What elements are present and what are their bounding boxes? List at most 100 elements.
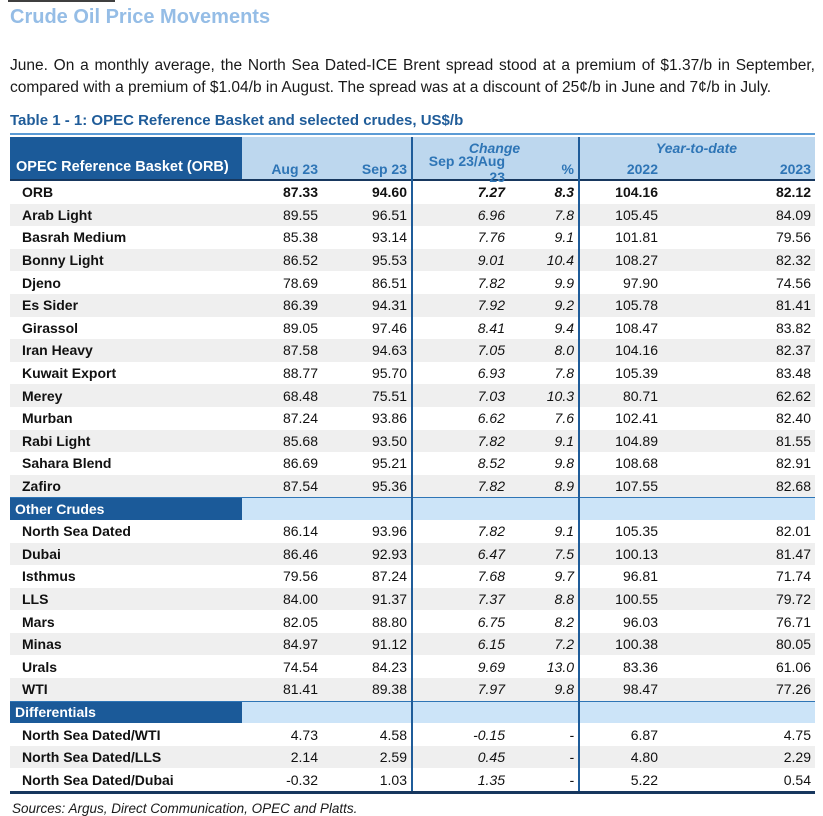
- cell-percent: 10.3: [546, 387, 574, 404]
- row-label: Sahara Blend: [22, 455, 112, 472]
- cell-aug23: 88.77: [282, 365, 318, 382]
- row-label: Rabi Light: [22, 432, 91, 449]
- cell-2022: 101.81: [615, 229, 658, 246]
- cell-aug23: 89.55: [282, 206, 318, 223]
- cell-percent: 9.1: [554, 229, 574, 246]
- cell-sep23: 93.50: [371, 432, 407, 449]
- row-label: LLS: [22, 590, 49, 607]
- cell-aug23: 86.52: [282, 252, 318, 269]
- table-row: Sahara Blend 86.69 95.21 8.52 9.8 108.68 82.91: [10, 452, 815, 475]
- cell-sep23: 94.31: [371, 297, 407, 314]
- cell-change: 7.97: [477, 681, 505, 698]
- cell-change: 8.52: [477, 455, 505, 472]
- cell-2023: 0.54: [783, 771, 811, 788]
- cell-percent: 8.9: [554, 478, 574, 495]
- cell-percent: 9.2: [554, 297, 574, 314]
- cell-aug23: 2.14: [290, 749, 318, 766]
- row-label: North Sea Dated/WTI: [22, 726, 161, 743]
- cell-aug23: 85.68: [282, 432, 318, 449]
- cell-2022: 108.47: [615, 319, 658, 336]
- table-row: Urals 74.54 84.23 9.69 13.0 83.36 61.06: [10, 655, 815, 678]
- cell-percent: -: [569, 771, 574, 788]
- row-label: Merey: [22, 387, 63, 404]
- cell-change: 7.82: [477, 478, 505, 495]
- row-label: Djeno: [22, 274, 61, 291]
- cell-percent: 7.8: [554, 365, 574, 382]
- table-row: Djeno 78.69 86.51 7.82 9.9 97.90 74.56: [10, 271, 815, 294]
- cell-change: 7.27: [477, 184, 505, 201]
- cell-2023: 76.71: [775, 613, 811, 630]
- cell-aug23: 81.41: [282, 681, 318, 698]
- table-header-columns: Change Year-to-date Aug 23 Sep 23 Sep 23…: [242, 137, 815, 185]
- cell-2022: 104.16: [615, 342, 658, 359]
- table-title: Table 1 - 1: OPEC Reference Basket and s…: [10, 112, 464, 129]
- cell-change: 7.05: [477, 342, 505, 359]
- cell-percent: 8.2: [554, 613, 574, 630]
- cell-aug23: 78.69: [282, 274, 318, 291]
- cell-2023: 82.68: [775, 478, 811, 495]
- header-group-change: Change: [468, 140, 521, 156]
- section-header-label: Other Crudes: [10, 498, 242, 520]
- cell-percent: 7.8: [554, 206, 574, 223]
- row-label: Murban: [22, 410, 73, 427]
- cell-sep23: 94.63: [371, 342, 407, 359]
- cell-change: -0.15: [473, 726, 505, 743]
- cell-aug23: 87.58: [282, 342, 318, 359]
- cell-change: 6.15: [477, 636, 505, 653]
- header-column-row: Aug 23 Sep 23 Sep 23/Aug 23 % 2022 2023: [242, 153, 815, 185]
- col-header-2022: 2022: [626, 160, 658, 177]
- cell-aug23: 86.69: [282, 455, 318, 472]
- cell-percent: 8.0: [554, 342, 574, 359]
- cell-percent: 8.3: [554, 184, 574, 201]
- cell-2022: 96.81: [622, 568, 658, 585]
- cell-change: 7.92: [477, 297, 505, 314]
- cell-2023: 82.12: [775, 184, 811, 201]
- row-label: North Sea Dated/Dubai: [22, 771, 174, 788]
- cell-sep23: 94.60: [371, 184, 407, 201]
- cell-aug23: 79.56: [282, 568, 318, 585]
- cell-change: 6.96: [477, 206, 505, 223]
- cell-sep23: 95.21: [371, 455, 407, 472]
- cell-2022: 5.22: [630, 771, 658, 788]
- cell-2023: 79.72: [775, 590, 811, 607]
- header-group-row: Change Year-to-date: [242, 137, 815, 158]
- table-row: North Sea Dated/Dubai -0.32 1.03 1.35 - 5.22 0…: [10, 768, 815, 791]
- cell-2022: 98.47: [622, 681, 658, 698]
- cell-aug23: 86.14: [282, 523, 318, 540]
- row-label: Basrah Medium: [22, 229, 127, 246]
- cell-2023: 71.74: [775, 568, 811, 585]
- cell-2023: 80.05: [775, 636, 811, 653]
- table-row: Isthmus 79.56 87.24 7.68 9.7 96.81 71.74: [10, 565, 815, 588]
- cell-change: 7.76: [477, 229, 505, 246]
- cell-2023: 82.37: [775, 342, 811, 359]
- cell-2022: 104.16: [615, 184, 658, 201]
- cell-aug23: 84.97: [282, 636, 318, 653]
- section-header-label: Differentials: [10, 701, 242, 724]
- cell-change: 7.82: [477, 274, 505, 291]
- cell-sep23: 88.80: [371, 613, 407, 630]
- cell-sep23: 86.51: [371, 274, 407, 291]
- header-group-ytd: Year-to-date: [655, 140, 738, 156]
- cell-sep23: 97.46: [371, 319, 407, 336]
- col-header-aug23: Aug 23: [271, 160, 318, 177]
- cell-change: 7.37: [477, 590, 505, 607]
- row-label: North Sea Dated/LLS: [22, 749, 162, 766]
- cell-2022: 105.35: [615, 523, 658, 540]
- table-row: ORB 87.33 94.60 7.27 8.3 104.16 82.12: [10, 181, 815, 204]
- cell-2022: 100.38: [615, 636, 658, 653]
- row-label: Isthmus: [22, 568, 76, 585]
- cell-percent: -: [569, 749, 574, 766]
- cell-aug23: 87.33: [282, 184, 318, 201]
- table-row: Kuwait Export 88.77 95.70 6.93 7.8 105.39 83.4…: [10, 362, 815, 385]
- cell-2022: 83.36: [622, 658, 658, 675]
- cell-sep23: 84.23: [371, 658, 407, 675]
- cell-2023: 81.41: [775, 297, 811, 314]
- cell-aug23: 85.38: [282, 229, 318, 246]
- row-label: Iran Heavy: [22, 342, 93, 359]
- cell-aug23: -0.32: [286, 771, 318, 788]
- table-bottom-rule: [10, 791, 815, 795]
- cell-aug23: 84.00: [282, 590, 318, 607]
- table-row: Murban 87.24 93.86 6.62 7.6 102.41 82.40: [10, 407, 815, 430]
- cell-sep23: 93.96: [371, 523, 407, 540]
- table-corner-label: OPEC Reference Basket (ORB): [10, 137, 242, 179]
